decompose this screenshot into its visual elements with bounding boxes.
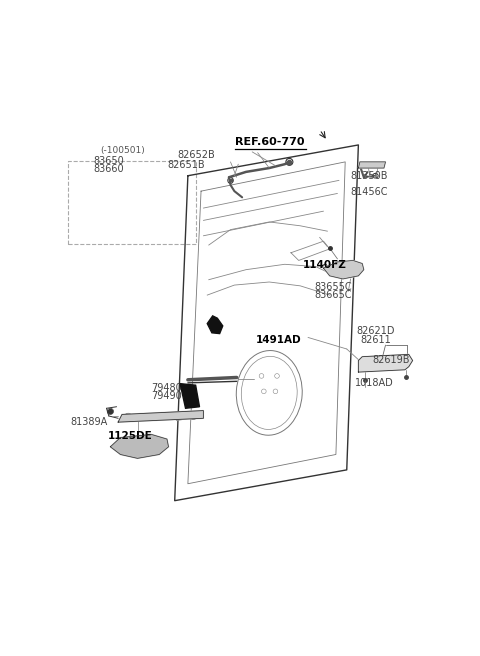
Polygon shape xyxy=(359,162,385,168)
Text: 1125DE: 1125DE xyxy=(108,431,152,441)
Text: 83655C: 83655C xyxy=(314,282,352,292)
Text: 83650: 83650 xyxy=(93,155,124,165)
Text: 1491AD: 1491AD xyxy=(256,335,302,345)
Text: 83660: 83660 xyxy=(93,164,124,174)
Text: 1140FZ: 1140FZ xyxy=(302,260,347,270)
Text: 81350B: 81350B xyxy=(351,171,388,180)
Polygon shape xyxy=(110,434,168,459)
Polygon shape xyxy=(180,384,200,408)
Polygon shape xyxy=(359,354,413,372)
Polygon shape xyxy=(207,316,223,334)
Text: 79480: 79480 xyxy=(151,383,182,393)
Text: 82651B: 82651B xyxy=(168,159,205,170)
Text: REF.60-770: REF.60-770 xyxy=(235,137,305,148)
Text: (-100501): (-100501) xyxy=(100,146,145,155)
Text: 82652B: 82652B xyxy=(177,150,215,161)
Text: 81389A: 81389A xyxy=(71,417,108,427)
Text: 1018AD: 1018AD xyxy=(355,378,394,388)
Text: 82619B: 82619B xyxy=(372,355,410,365)
Polygon shape xyxy=(324,260,364,279)
Text: 79490: 79490 xyxy=(151,392,182,401)
Text: 81456C: 81456C xyxy=(351,188,388,197)
Text: 83665C: 83665C xyxy=(315,291,352,300)
Polygon shape xyxy=(118,411,204,422)
Text: 82621D: 82621D xyxy=(356,326,395,337)
Text: 82611: 82611 xyxy=(360,335,391,345)
